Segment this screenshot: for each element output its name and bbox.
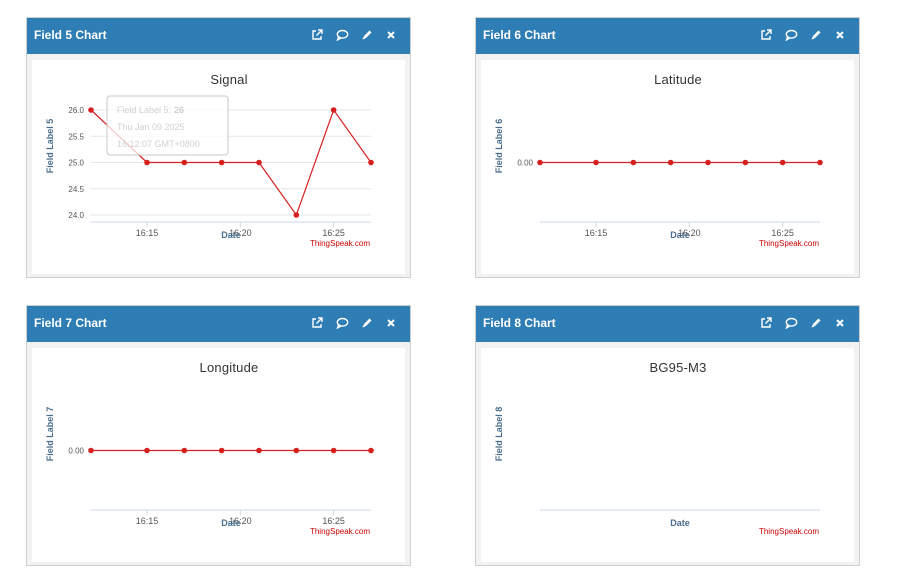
thingspeak-credit[interactable]: ThingSpeak.com xyxy=(759,239,819,248)
x-axis-title: Date xyxy=(221,518,241,528)
chart-title: BG95-M3 xyxy=(649,360,706,375)
data-point[interactable] xyxy=(144,159,150,166)
close-icon[interactable] xyxy=(832,315,848,331)
data-point[interactable] xyxy=(218,159,225,166)
pencil-icon[interactable] xyxy=(359,27,375,43)
field-5-chart-panel: Field 5 Chart Signal 26.0 25.5 25.0 24.5 24.… xyxy=(26,17,411,278)
data-point[interactable] xyxy=(256,447,262,454)
y-tick-label: 24.5 xyxy=(68,185,84,194)
panel-title: Field 8 Chart xyxy=(483,316,556,330)
chart-area[interactable]: Signal 26.0 25.5 25.0 24.5 24.0 16:15 16:20 16… xyxy=(32,60,405,274)
data-point[interactable] xyxy=(88,447,94,454)
data-point[interactable] xyxy=(293,447,300,454)
x-tick-label: 16:25 xyxy=(322,516,345,526)
data-point[interactable] xyxy=(817,159,823,166)
panel-title: Field 5 Chart xyxy=(34,28,107,42)
data-point[interactable] xyxy=(368,159,374,166)
y-tick-label: 24.0 xyxy=(68,211,84,220)
field-8-chart-panel: Field 8 Chart BG95-M3 Date Field Label 8… xyxy=(475,305,860,566)
thingspeak-credit[interactable]: ThingSpeak.com xyxy=(310,527,370,536)
data-point[interactable] xyxy=(779,159,786,166)
x-tick-label: 16:15 xyxy=(136,516,159,526)
data-point[interactable] xyxy=(630,159,637,166)
field-6-chart-panel: Field 6 Chart Latitude 0.00 16:15 16:20 16… xyxy=(475,17,860,278)
y-tick-label: 0.00 xyxy=(517,159,533,168)
y-tick-label: 25.5 xyxy=(68,132,84,141)
y-axis-title: Field Label 6 xyxy=(494,119,504,174)
comment-icon[interactable] xyxy=(334,315,350,331)
tooltip-value: 26 xyxy=(174,105,184,115)
data-point[interactable] xyxy=(667,159,674,166)
line-chart: BG95-M3 Date Field Label 8 ThingSpeak.co… xyxy=(494,360,820,536)
series-line xyxy=(90,108,372,217)
chart-title: Latitude xyxy=(654,72,702,87)
data-point[interactable] xyxy=(144,447,150,454)
close-icon[interactable] xyxy=(383,315,399,331)
y-axis-title: Field Label 7 xyxy=(45,407,55,462)
panel-title: Field 6 Chart xyxy=(483,28,556,42)
tooltip-label: Field Label 5: xyxy=(117,105,171,115)
close-icon[interactable] xyxy=(832,27,848,43)
panel-header: Field 5 Chart xyxy=(27,18,410,54)
x-axis-title: Date xyxy=(221,230,241,240)
panel-header: Field 6 Chart xyxy=(476,18,859,54)
line-chart: Signal 26.0 25.5 25.0 24.5 24.0 16:15 16:20 16… xyxy=(45,72,374,248)
panel-header: Field 7 Chart xyxy=(27,306,410,342)
data-point[interactable] xyxy=(593,159,599,166)
data-point[interactable] xyxy=(218,447,225,454)
panel-header: Field 8 Chart xyxy=(476,306,859,342)
x-tick-label: 16:20 xyxy=(229,228,252,238)
thingspeak-credit[interactable]: ThingSpeak.com xyxy=(310,239,370,248)
chart-area[interactable]: BG95-M3 Date Field Label 8 ThingSpeak.co… xyxy=(481,348,854,562)
chart-area[interactable]: Latitude 0.00 16:15 16:20 16:25 Date Field… xyxy=(481,60,854,274)
field-7-chart-panel: Field 7 Chart Longitude 0.00 16:15 16:20 1… xyxy=(26,305,411,566)
data-point[interactable] xyxy=(368,447,374,454)
tooltip-date: Thu Jan 09 2025 xyxy=(117,122,185,132)
x-tick-label: 16:15 xyxy=(136,228,159,238)
external-link-icon[interactable] xyxy=(309,315,325,331)
chart-title: Longitude xyxy=(200,360,259,375)
data-point[interactable] xyxy=(330,447,337,454)
pencil-icon[interactable] xyxy=(808,315,824,331)
panel-title: Field 7 Chart xyxy=(34,316,107,330)
y-axis-title: Field Label 5 xyxy=(45,119,55,174)
data-point[interactable] xyxy=(88,107,94,113)
x-axis-title: Date xyxy=(670,518,690,528)
comment-icon[interactable] xyxy=(783,27,799,43)
y-tick-label: 25.0 xyxy=(68,159,84,168)
external-link-icon[interactable] xyxy=(758,27,774,43)
thingspeak-credit[interactable]: ThingSpeak.com xyxy=(759,527,819,536)
data-point[interactable] xyxy=(293,212,300,218)
y-tick-label: 0.00 xyxy=(68,447,84,456)
x-tick-label: 16:25 xyxy=(322,228,345,238)
data-point[interactable] xyxy=(330,107,337,113)
chart-area[interactable]: Longitude 0.00 16:15 16:20 16:25 Date Fiel… xyxy=(32,348,405,562)
x-tick-label: 16:25 xyxy=(771,228,794,238)
x-tick-label: 16:20 xyxy=(229,516,252,526)
data-point[interactable] xyxy=(537,159,543,166)
y-axis-title: Field Label 8 xyxy=(494,407,504,462)
line-chart: Latitude 0.00 16:15 16:20 16:25 Date Field… xyxy=(494,72,823,248)
external-link-icon[interactable] xyxy=(758,315,774,331)
data-point[interactable] xyxy=(256,159,262,166)
chart-title: Signal xyxy=(210,72,247,87)
data-point[interactable] xyxy=(705,159,711,166)
pencil-icon[interactable] xyxy=(359,315,375,331)
tooltip-time: 16:12:07 GMT+0800 xyxy=(117,139,200,149)
line-chart: Longitude 0.00 16:15 16:20 16:25 Date Fiel… xyxy=(45,360,374,536)
data-point[interactable] xyxy=(181,447,188,454)
x-axis-title: Date xyxy=(670,230,690,240)
data-point[interactable] xyxy=(742,159,749,166)
y-tick-label: 26.0 xyxy=(68,106,84,115)
pencil-icon[interactable] xyxy=(808,27,824,43)
tooltip: Field Label 5: 26 Thu Jan 09 2025 16:12:0… xyxy=(106,95,229,156)
comment-icon[interactable] xyxy=(334,27,350,43)
x-tick-label: 16:20 xyxy=(678,228,701,238)
comment-icon[interactable] xyxy=(783,315,799,331)
x-tick-label: 16:15 xyxy=(585,228,608,238)
svg-text:Field Label 5:26: Field Label 5: 26 xyxy=(117,105,184,115)
external-link-icon[interactable] xyxy=(309,27,325,43)
data-point[interactable] xyxy=(181,159,188,166)
close-icon[interactable] xyxy=(383,27,399,43)
